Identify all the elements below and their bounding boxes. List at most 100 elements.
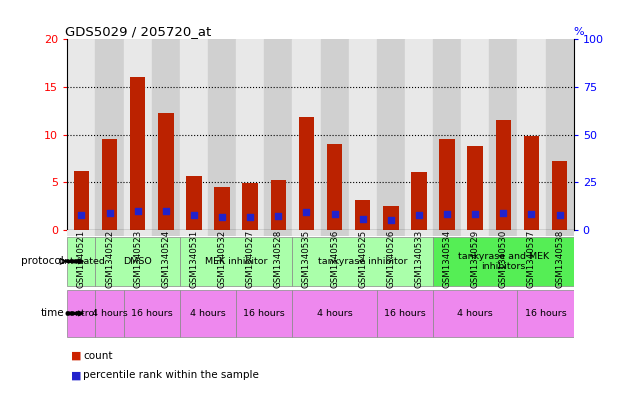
Bar	[292, 39, 320, 230]
Bar	[186, 176, 202, 230]
Bar	[67, 230, 96, 236]
Bar	[236, 39, 264, 230]
Bar	[124, 230, 152, 236]
Point	[498, 209, 508, 216]
Point	[161, 208, 171, 214]
Text: GSM1340535: GSM1340535	[302, 230, 311, 288]
Text: GSM1340525: GSM1340525	[358, 230, 367, 288]
Point	[470, 210, 480, 217]
Bar	[124, 39, 152, 230]
Text: GSM1340533: GSM1340533	[415, 230, 424, 288]
Bar	[320, 39, 349, 230]
Bar	[292, 230, 320, 236]
Bar	[299, 118, 314, 230]
Bar	[517, 230, 545, 236]
Text: GSM1340529: GSM1340529	[470, 230, 479, 288]
Text: ■: ■	[71, 370, 81, 380]
Text: GSM1340537: GSM1340537	[527, 230, 536, 288]
Text: %: %	[574, 28, 585, 37]
Text: GDS5029 / 205720_at: GDS5029 / 205720_at	[65, 25, 211, 38]
Text: MEK inhibitor: MEK inhibitor	[205, 257, 267, 266]
Text: GSM1340524: GSM1340524	[162, 230, 171, 288]
Text: time: time	[40, 309, 64, 318]
Bar	[208, 39, 236, 230]
Bar	[461, 230, 489, 236]
Bar	[180, 230, 208, 236]
Bar	[405, 230, 433, 236]
Point	[273, 213, 283, 219]
Bar	[130, 77, 146, 230]
Bar	[433, 237, 574, 286]
Bar	[96, 237, 180, 286]
Bar	[349, 230, 377, 236]
Text: DMSO: DMSO	[123, 257, 152, 266]
Bar	[320, 230, 349, 236]
Bar	[383, 206, 399, 230]
Text: tankyrase and MEK
inhibitors: tankyrase and MEK inhibitors	[458, 252, 549, 271]
Text: tankyrase inhibitor: tankyrase inhibitor	[318, 257, 408, 266]
Text: GSM1340522: GSM1340522	[105, 230, 114, 288]
Point	[442, 211, 453, 217]
Text: GSM1340532: GSM1340532	[217, 230, 226, 288]
Text: 4 hours: 4 hours	[190, 309, 226, 318]
Text: count: count	[83, 351, 113, 361]
Text: GSM1340530: GSM1340530	[499, 230, 508, 288]
Bar	[96, 290, 124, 337]
Bar	[433, 39, 461, 230]
Bar	[242, 183, 258, 230]
Point	[554, 212, 565, 218]
Bar	[349, 39, 377, 230]
Bar	[433, 230, 461, 236]
Text: 16 hours: 16 hours	[244, 309, 285, 318]
Bar	[264, 230, 292, 236]
Text: protocol: protocol	[21, 256, 64, 266]
Text: 4 hours: 4 hours	[317, 309, 353, 318]
Bar	[208, 230, 236, 236]
Bar	[67, 237, 96, 286]
Bar	[236, 290, 292, 337]
Bar	[158, 113, 174, 230]
Bar	[433, 290, 517, 337]
Bar	[524, 136, 539, 230]
Bar	[152, 39, 180, 230]
Point	[188, 212, 199, 218]
Point	[414, 212, 424, 218]
Bar	[74, 171, 89, 230]
Point	[526, 211, 537, 217]
Text: 16 hours: 16 hours	[525, 309, 567, 318]
Bar	[96, 39, 124, 230]
Point	[217, 214, 227, 220]
Bar	[489, 230, 517, 236]
Text: GSM1340531: GSM1340531	[189, 230, 199, 288]
Bar	[405, 39, 433, 230]
Bar	[439, 140, 455, 230]
Text: 16 hours: 16 hours	[384, 309, 426, 318]
Bar	[377, 39, 405, 230]
Text: untreated: untreated	[58, 257, 105, 266]
Bar	[327, 144, 342, 230]
Bar	[489, 39, 517, 230]
Bar	[495, 120, 511, 230]
Text: ■: ■	[71, 351, 81, 361]
Bar	[545, 39, 574, 230]
Point	[301, 208, 312, 215]
Bar	[461, 39, 489, 230]
Bar	[552, 161, 567, 230]
Text: GSM1340523: GSM1340523	[133, 230, 142, 288]
Text: GSM1340526: GSM1340526	[387, 230, 395, 288]
Bar	[180, 39, 208, 230]
Bar	[180, 237, 292, 286]
Bar	[517, 39, 545, 230]
Bar	[67, 290, 96, 337]
Text: GSM1340521: GSM1340521	[77, 230, 86, 288]
Text: percentile rank within the sample: percentile rank within the sample	[83, 370, 259, 380]
Bar	[236, 230, 264, 236]
Bar	[545, 230, 574, 236]
Bar	[292, 237, 433, 286]
Bar	[180, 290, 236, 337]
Text: GSM1340538: GSM1340538	[555, 230, 564, 288]
Point	[245, 214, 255, 220]
Bar	[152, 230, 180, 236]
Point	[329, 211, 340, 217]
Point	[386, 217, 396, 223]
